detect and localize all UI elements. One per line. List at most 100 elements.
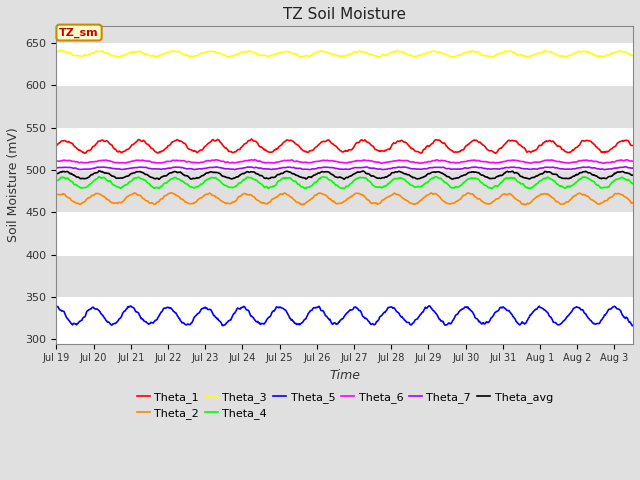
Theta_7 (178, 165, 186, 170)
Theta_6 (629, 158, 637, 164)
Theta_4 (431, 174, 439, 180)
Theta_5 (628, 323, 636, 329)
Theta_3 (604, 52, 611, 58)
Theta_2 (52, 192, 60, 198)
Line: Theta_7: Theta_7 (56, 167, 633, 169)
Title: TZ Soil Moisture: TZ Soil Moisture (284, 7, 406, 22)
Bar (56, 43, 633, 85)
Theta_6 (345, 159, 353, 165)
Theta_4 (490, 185, 497, 191)
Theta_6 (490, 159, 497, 165)
Theta_3 (52, 49, 60, 55)
Theta_7 (629, 165, 637, 171)
Theta_avg (490, 176, 497, 181)
Theta_1 (492, 150, 500, 156)
Bar (56, 255, 633, 297)
Theta_avg (228, 176, 236, 182)
Bar (56, 212, 633, 255)
Theta_6 (584, 157, 592, 163)
Theta_2 (298, 202, 306, 208)
Theta_3 (490, 54, 497, 60)
Theta_1 (345, 147, 353, 153)
Theta_3 (629, 53, 637, 59)
Bar (56, 26, 633, 43)
Line: Theta_avg: Theta_avg (56, 171, 633, 180)
Theta_7 (52, 165, 60, 171)
Theta_6 (52, 158, 60, 164)
Theta_avg (179, 171, 186, 177)
Theta_2 (490, 198, 497, 204)
Line: Theta_6: Theta_6 (56, 159, 633, 164)
Theta_5 (603, 310, 611, 316)
Theta_5 (228, 315, 236, 321)
Theta_2 (604, 197, 611, 203)
Theta_1 (228, 149, 236, 155)
Theta_4 (584, 176, 592, 181)
Theta_5 (584, 313, 591, 319)
Theta_5 (489, 313, 497, 319)
Theta_3 (376, 54, 383, 60)
Theta_avg (52, 171, 60, 177)
Bar (56, 170, 633, 212)
Theta_1 (178, 139, 186, 144)
Theta_6 (416, 161, 424, 167)
Theta_5 (52, 304, 60, 310)
Theta_7 (344, 167, 351, 172)
Theta_avg (346, 174, 353, 180)
Theta_avg (340, 177, 348, 182)
Theta_7 (600, 167, 608, 172)
Theta_4 (228, 184, 236, 190)
Theta_2 (346, 195, 353, 201)
Theta_5 (344, 310, 351, 315)
Theta_6 (228, 159, 236, 165)
Theta_5 (178, 320, 186, 326)
Theta_7 (228, 166, 236, 172)
Theta_avg (629, 172, 637, 178)
Theta_1 (629, 143, 637, 148)
Theta_3 (228, 53, 236, 59)
Theta_6 (604, 159, 611, 165)
Theta_5 (629, 323, 637, 328)
Legend: Theta_1, Theta_2, Theta_3, Theta_4, Theta_5, Theta_6, Theta_7, Theta_avg: Theta_1, Theta_2, Theta_3, Theta_4, Thet… (132, 387, 557, 424)
Y-axis label: Soil Moisture (mV): Soil Moisture (mV) (7, 127, 20, 242)
Theta_7 (582, 165, 590, 170)
Theta_4 (345, 183, 353, 189)
Theta_2 (629, 200, 637, 205)
Theta_2 (179, 196, 186, 202)
Line: Theta_1: Theta_1 (56, 139, 633, 153)
Theta_3 (56, 48, 64, 53)
Line: Theta_4: Theta_4 (56, 177, 633, 189)
Theta_1 (52, 143, 60, 149)
X-axis label: Time: Time (329, 369, 360, 382)
Theta_4 (629, 181, 637, 187)
Theta_4 (340, 186, 348, 192)
Theta_1 (489, 149, 497, 155)
Line: Theta_3: Theta_3 (56, 50, 633, 57)
Theta_3 (345, 51, 353, 57)
Theta_1 (248, 136, 255, 142)
Theta_1 (604, 149, 611, 155)
Theta_4 (52, 178, 60, 183)
Theta_7 (622, 164, 630, 170)
Theta_avg (604, 175, 611, 180)
Theta_1 (584, 138, 592, 144)
Bar (56, 85, 633, 128)
Line: Theta_2: Theta_2 (56, 193, 633, 205)
Theta_6 (251, 156, 259, 162)
Theta_3 (179, 51, 186, 57)
Theta_7 (603, 167, 611, 172)
Bar (56, 339, 633, 344)
Bar (56, 128, 633, 170)
Theta_3 (584, 49, 592, 55)
Text: TZ_sm: TZ_sm (60, 27, 99, 38)
Theta_2 (167, 190, 175, 196)
Line: Theta_5: Theta_5 (56, 306, 633, 326)
Theta_6 (178, 158, 186, 164)
Bar (56, 297, 633, 339)
Theta_7 (488, 166, 496, 172)
Theta_5 (426, 303, 433, 309)
Theta_4 (178, 178, 186, 184)
Theta_avg (584, 170, 592, 176)
Theta_avg (95, 168, 103, 174)
Theta_2 (228, 200, 236, 205)
